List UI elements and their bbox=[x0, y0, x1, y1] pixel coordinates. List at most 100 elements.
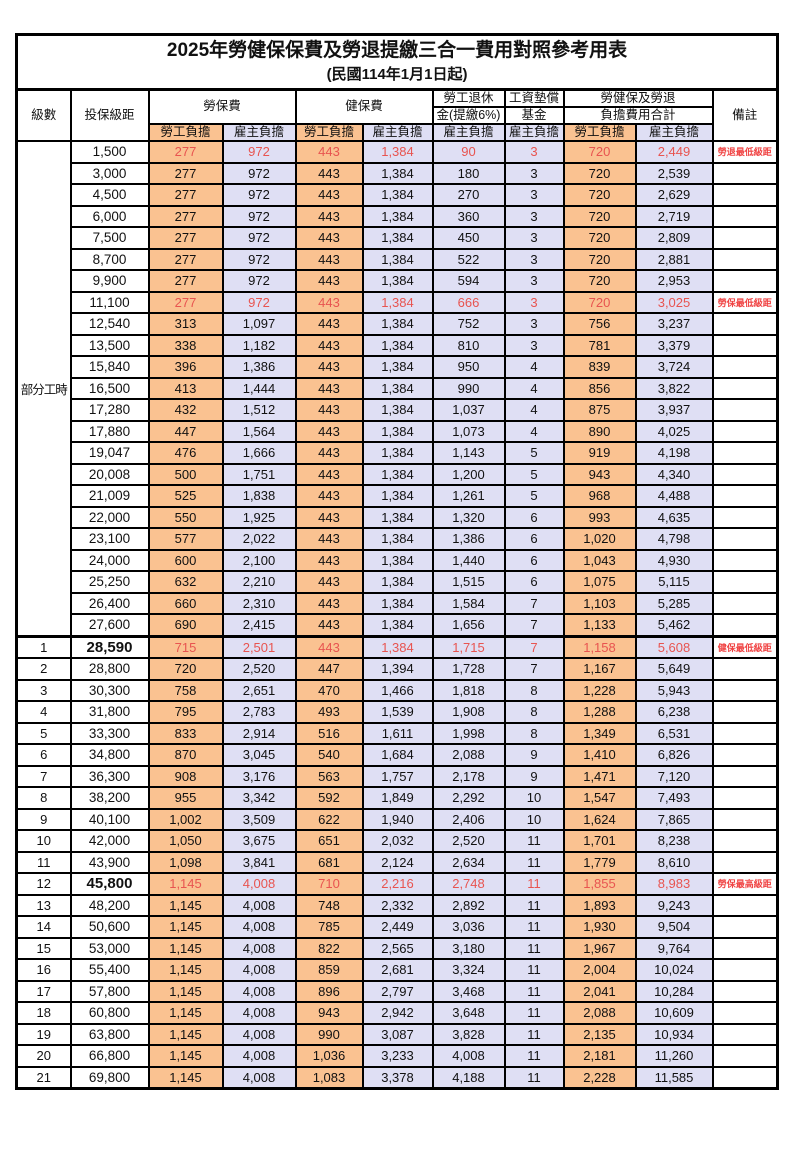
cell-remark bbox=[711, 355, 779, 379]
table-row: 17,280 432 1,512 443 1,384 1,037 4 875 3,937 bbox=[17, 398, 779, 422]
cell-labor-ins-employer: 2,501 bbox=[221, 634, 297, 659]
table-row: 16 55,400 1,145 4,008 859 2,681 3,324 11 2,004 10… bbox=[15, 958, 779, 982]
cell-labor-ins-employee: 720 bbox=[147, 657, 224, 681]
cell-insured-bracket: 19,047 bbox=[69, 441, 150, 465]
cell-health-ins-employee: 1,083 bbox=[294, 1065, 364, 1090]
cell-total-employee: 1,930 bbox=[562, 915, 637, 939]
cell-insured-bracket: 55,400 bbox=[69, 958, 150, 982]
cell-total-employer: 10,609 bbox=[634, 1001, 714, 1025]
cell-total-employer: 7,865 bbox=[634, 807, 714, 831]
cell-labor-ins-employee: 313 bbox=[147, 312, 224, 336]
table-row: 9 40,100 1,002 3,509 622 1,940 2,406 10 1,624 7,8… bbox=[15, 807, 779, 831]
cell-total-employer: 4,488 bbox=[634, 484, 714, 508]
cell-health-ins-employee: 493 bbox=[294, 700, 364, 724]
cell-health-ins-employer: 1,384 bbox=[361, 505, 434, 529]
cell-total-employer: 3,025 bbox=[634, 290, 714, 314]
cell-pension-employer: 1,320 bbox=[431, 505, 506, 529]
subheader-wagefund-employer: 雇主負擔 bbox=[503, 123, 565, 142]
cell-total-employer: 2,809 bbox=[634, 226, 714, 250]
cell-total-employee: 1,167 bbox=[562, 657, 637, 681]
cell-health-ins-employee: 443 bbox=[294, 591, 364, 615]
cell-labor-ins-employer: 4,008 bbox=[221, 1044, 297, 1068]
cell-labor-ins-employee: 955 bbox=[147, 786, 224, 810]
cell-labor-ins-employee: 277 bbox=[147, 204, 224, 228]
cell-health-ins-employee: 443 bbox=[294, 462, 364, 486]
cell-labor-ins-employee: 715 bbox=[147, 634, 224, 659]
cell-insured-bracket: 13,500 bbox=[69, 333, 150, 357]
cell-health-ins-employee: 443 bbox=[294, 484, 364, 508]
cell-wagefund-employer: 3 bbox=[503, 269, 565, 293]
cell-wagefund-employer: 3 bbox=[503, 161, 565, 185]
cell-wagefund-employer: 8 bbox=[503, 700, 565, 724]
table-row: 7 36,300 908 3,176 563 1,757 2,178 9 1,471 7,120 bbox=[15, 764, 779, 788]
cell-labor-ins-employee: 1,145 bbox=[147, 979, 224, 1003]
cell-remark bbox=[711, 591, 779, 615]
cell-health-ins-employer: 1,849 bbox=[361, 786, 434, 810]
cell-labor-ins-employer: 1,097 bbox=[221, 312, 297, 336]
cell-insured-bracket: 6,000 bbox=[69, 204, 150, 228]
cell-total-employer: 8,610 bbox=[634, 850, 714, 874]
cell-health-ins-employer: 1,384 bbox=[361, 398, 434, 422]
cell-insured-bracket: 53,000 bbox=[69, 936, 150, 960]
cell-total-employee: 720 bbox=[562, 269, 637, 293]
table-row: 11,100 277 972 443 1,384 666 3 720 3,025 勞保最低級距 bbox=[17, 290, 779, 314]
cell-labor-ins-employer: 972 bbox=[221, 183, 297, 207]
cell-labor-ins-employer: 3,176 bbox=[221, 764, 297, 788]
cell-labor-ins-employee: 550 bbox=[147, 505, 224, 529]
col-header-wagefund-line1: 工資墊償 bbox=[503, 88, 565, 108]
cell-wagefund-employer: 11 bbox=[503, 979, 565, 1003]
cell-pension-employer: 1,261 bbox=[431, 484, 506, 508]
cell-insured-bracket: 15,840 bbox=[69, 355, 150, 379]
col-header-remark: 備註 bbox=[711, 88, 779, 142]
table-row: 4 31,800 795 2,783 493 1,539 1,908 8 1,288 6,238 bbox=[15, 700, 779, 724]
table-row: 14 50,600 1,145 4,008 785 2,449 3,036 11 1,930 9,… bbox=[15, 915, 779, 939]
cell-health-ins-employer: 1,384 bbox=[361, 484, 434, 508]
cell-total-employee: 720 bbox=[562, 226, 637, 250]
cell-total-employer: 2,539 bbox=[634, 161, 714, 185]
cell-health-ins-employer: 2,216 bbox=[361, 872, 434, 896]
cell-health-ins-employee: 443 bbox=[294, 527, 364, 551]
title-effective-date: (民國114年1月1日起) bbox=[326, 66, 468, 83]
cell-labor-ins-employer: 4,008 bbox=[221, 1022, 297, 1046]
cell-insured-bracket: 12,540 bbox=[69, 312, 150, 336]
cell-labor-ins-employer: 2,415 bbox=[221, 613, 297, 637]
cell-wagefund-employer: 4 bbox=[503, 419, 565, 443]
cell-health-ins-employee: 443 bbox=[294, 634, 364, 659]
cell-total-employee: 1,471 bbox=[562, 764, 637, 788]
cell-wagefund-employer: 11 bbox=[503, 958, 565, 982]
cell-total-employee: 720 bbox=[562, 140, 637, 164]
cell-health-ins-employee: 651 bbox=[294, 829, 364, 853]
cell-health-ins-employer: 3,233 bbox=[361, 1044, 434, 1068]
cell-labor-ins-employer: 4,008 bbox=[221, 958, 297, 982]
cell-insured-bracket: 50,600 bbox=[69, 915, 150, 939]
cell-level: 5 bbox=[15, 721, 72, 745]
cell-remark bbox=[711, 915, 779, 939]
cell-pension-employer: 666 bbox=[431, 290, 506, 314]
cell-remark bbox=[711, 786, 779, 810]
cell-total-employee: 1,288 bbox=[562, 700, 637, 724]
cell-level: 12 bbox=[15, 872, 72, 896]
cell-labor-ins-employer: 2,100 bbox=[221, 548, 297, 572]
cell-remark bbox=[711, 484, 779, 508]
cell-health-ins-employee: 443 bbox=[294, 505, 364, 529]
cell-level: 7 bbox=[15, 764, 72, 788]
cell-pension-employer: 1,656 bbox=[431, 613, 506, 637]
cell-total-employee: 1,701 bbox=[562, 829, 637, 853]
cell-insured-bracket: 21,009 bbox=[69, 484, 150, 508]
cell-total-employee: 720 bbox=[562, 183, 637, 207]
cell-total-employee: 2,181 bbox=[562, 1044, 637, 1068]
cell-total-employee: 2,004 bbox=[562, 958, 637, 982]
cell-wagefund-employer: 11 bbox=[503, 893, 565, 917]
cell-labor-ins-employer: 972 bbox=[221, 269, 297, 293]
cell-health-ins-employee: 443 bbox=[294, 140, 364, 164]
table-row: 19,047 476 1,666 443 1,384 1,143 5 919 4,198 bbox=[17, 441, 779, 465]
table-row: 26,400 660 2,310 443 1,384 1,584 7 1,103 5,285 bbox=[17, 591, 779, 615]
cell-insured-bracket: 43,900 bbox=[69, 850, 150, 874]
cell-insured-bracket: 69,800 bbox=[69, 1065, 150, 1090]
cell-labor-ins-employee: 277 bbox=[147, 161, 224, 185]
subheader-health-employee: 勞工負擔 bbox=[294, 123, 364, 142]
cell-health-ins-employer: 1,384 bbox=[361, 226, 434, 250]
cell-pension-employer: 1,715 bbox=[431, 634, 506, 659]
cell-level: 3 bbox=[15, 678, 72, 702]
cell-total-employee: 2,088 bbox=[562, 1001, 637, 1025]
